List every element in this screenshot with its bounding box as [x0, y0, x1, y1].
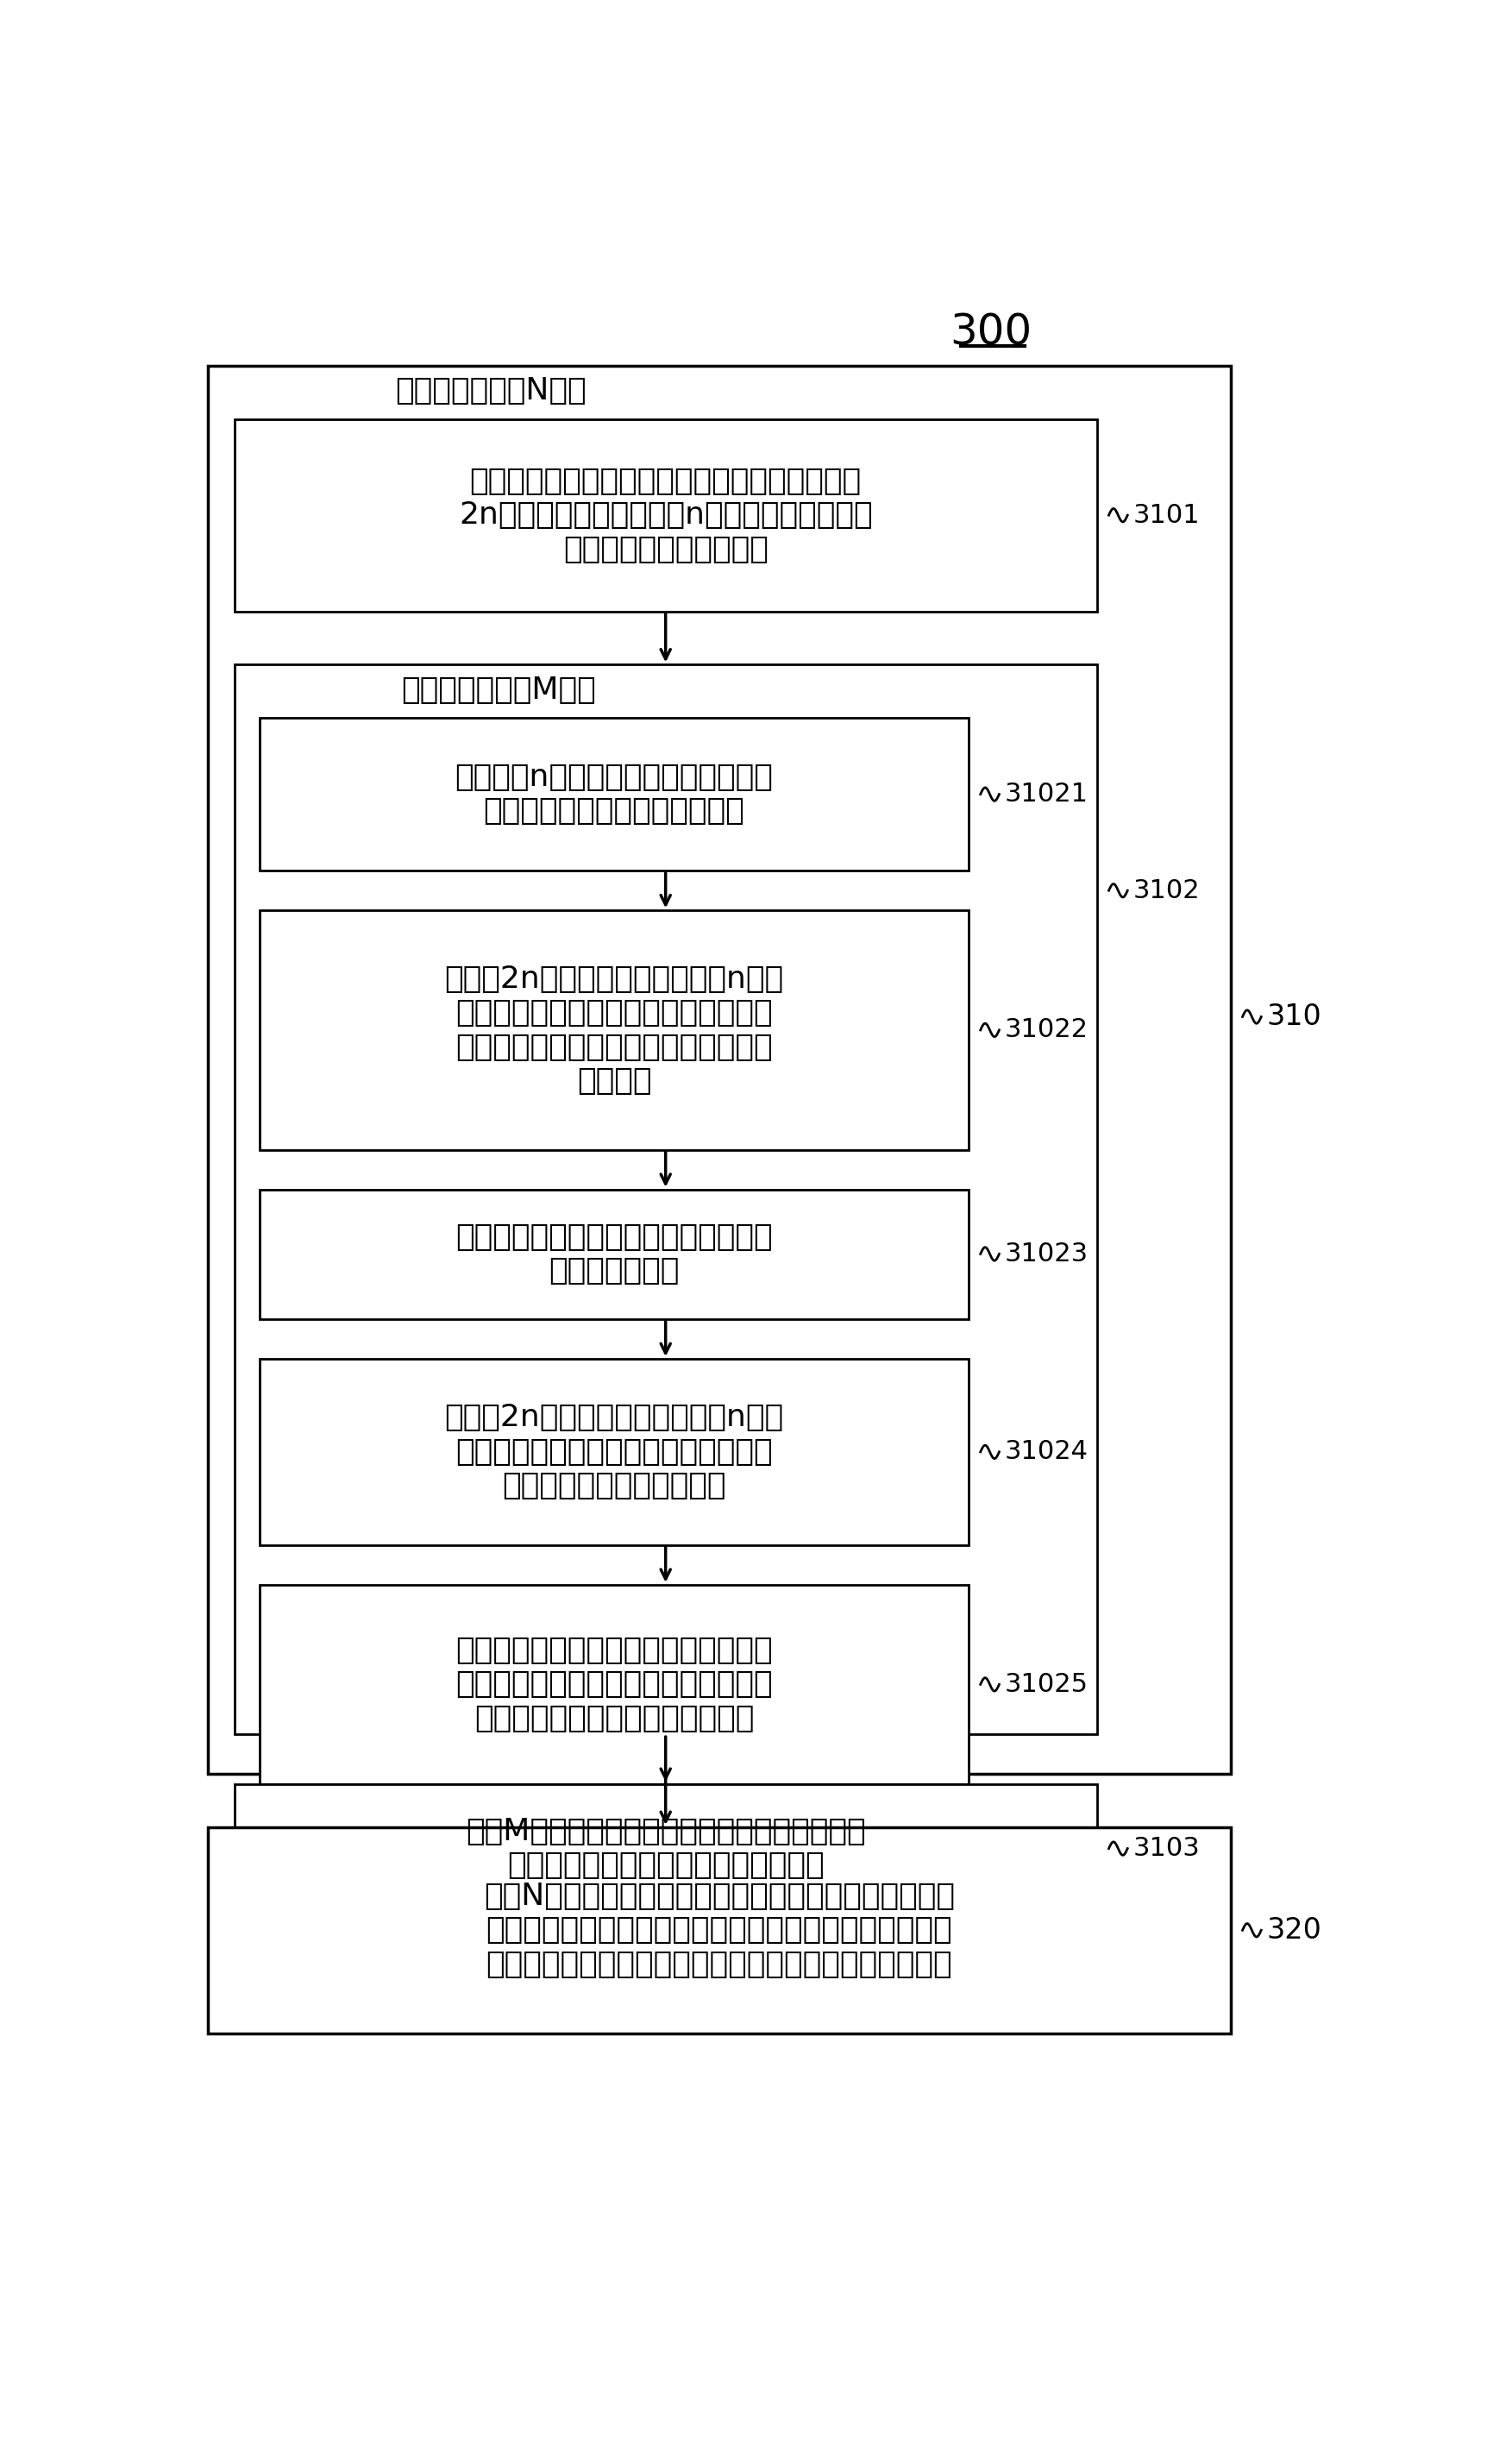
Bar: [260, 1190, 968, 1319]
Text: 在预设的单比特量子门集合中随机有放回地采样
2n个单比特量子门，其中n为量子设备的相应量
子操作对应的量子比特数: 在预设的单比特量子门集合中随机有放回地采样 2n个单比特量子门，其中n为量子设备…: [458, 466, 872, 563]
Bar: [234, 1783, 1096, 1915]
Text: 在预设的n比特标准基态集合中随机采
样一个基态，以作为第一量子态: 在预设的n比特标准基态集合中随机采 样一个基态，以作为第一量子态: [455, 763, 773, 827]
Bar: [260, 1585, 968, 1783]
Text: 3101: 3101: [1132, 502, 1201, 527]
Bar: [234, 420, 1096, 612]
Text: 基于N次操作后所获得的所述概率分布、各个第一量子态
所对应字符串之间的相似度以及各个第一字符串之间的相
似度，确定量子设备的所述量子操作所对应的西变换程度: 基于N次操作后所获得的所述概率分布、各个第一量子态 所对应字符串之间的相似度以及…: [484, 1880, 954, 1978]
Text: 基于M次操作后所获得的所有字符串组合，确定
每个相同字符串组合所出现的概率分布: 基于M次操作后所获得的所有字符串组合，确定 每个相同字符串组合所出现的概率分布: [466, 1817, 865, 1880]
Text: 31025: 31025: [1004, 1671, 1089, 1698]
Text: 执行以下操作共M次：: 执行以下操作共M次：: [402, 676, 596, 705]
Bar: [260, 910, 968, 1149]
Text: 将所述2n个单比特量子门中的后n个量
子门依次作用到第三量子态的每个量子
比特上，以获得第四量子态: 将所述2n个单比特量子门中的后n个量 子门依次作用到第三量子态的每个量子 比特上…: [445, 1402, 783, 1500]
Text: 31023: 31023: [1004, 1241, 1089, 1266]
Bar: [207, 1827, 1231, 2034]
Text: 3102: 3102: [1132, 878, 1201, 902]
Text: 320: 320: [1267, 1917, 1321, 1944]
Text: 300: 300: [950, 312, 1033, 354]
Text: 31021: 31021: [1004, 783, 1089, 807]
Bar: [207, 366, 1231, 1773]
Bar: [260, 1359, 968, 1544]
Text: 对第四量子态进行标准基测量以获得第
一字符串，其中第一量子态所对应的字
符串和第一字符串形成字符串组合: 对第四量子态进行标准基测量以获得第 一字符串，其中第一量子态所对应的字 符串和第…: [455, 1637, 773, 1734]
Text: 执行以下操作共N次：: 执行以下操作共N次：: [395, 376, 587, 405]
Text: 31022: 31022: [1004, 1017, 1089, 1041]
Text: 将所述2n个单比特量子门中的前n个量
子门各自对应的转置操作依次作用到第
一量子态的每个量子比特上，以获得第
二量子态: 将所述2n个单比特量子门中的前n个量 子门各自对应的转置操作依次作用到第 一量子…: [445, 963, 783, 1095]
Text: 通过对第二量子态执行所述量子操作，
获得第三量子态: 通过对第二量子态执行所述量子操作， 获得第三量子态: [455, 1222, 773, 1285]
Bar: [260, 717, 968, 871]
Text: 310: 310: [1267, 1002, 1321, 1032]
Text: 31024: 31024: [1004, 1439, 1089, 1463]
Bar: [234, 666, 1096, 1734]
Text: 3103: 3103: [1132, 1837, 1201, 1861]
